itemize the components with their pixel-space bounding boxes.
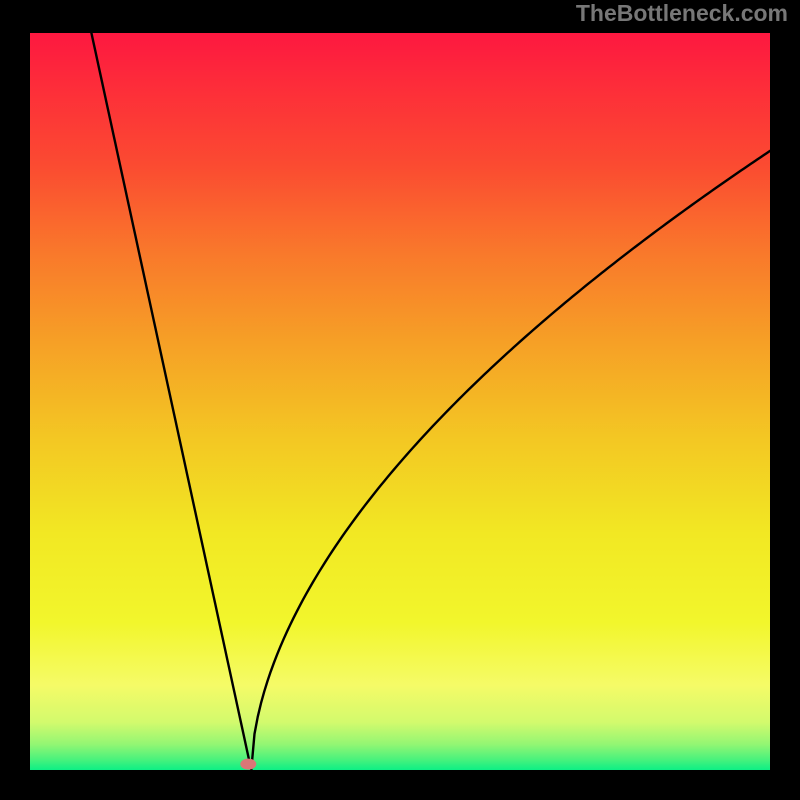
watermark-label: TheBottleneck.com: [576, 0, 788, 27]
bottleneck-chart: [0, 0, 800, 800]
chart-stage: TheBottleneck.com: [0, 0, 800, 800]
min-marker: [240, 759, 256, 770]
plot-area: [30, 33, 770, 770]
